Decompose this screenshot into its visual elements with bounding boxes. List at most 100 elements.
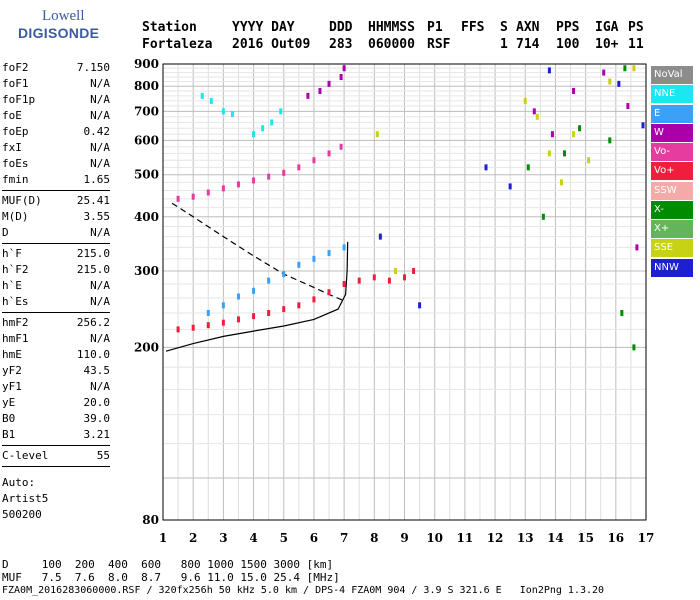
logo-line2: DIGISONDE [18, 25, 100, 41]
header-label-3: HHMMSS [368, 20, 415, 35]
echo-point [312, 296, 316, 303]
echo-point [318, 87, 322, 94]
legend-item: NNE [651, 85, 693, 104]
echo-point [327, 150, 331, 157]
param-row: MUF(D) 25.41 [2, 193, 110, 209]
y-tick-label: 500 [134, 168, 159, 182]
echo-point [641, 122, 645, 129]
param-name: hmF2 [2, 316, 29, 329]
echo-point [282, 169, 286, 176]
param-row: C-level 55 [2, 448, 110, 464]
echo-point [267, 310, 271, 317]
param-separator [2, 312, 110, 313]
param-value: N/A [90, 279, 110, 292]
echo-point [387, 277, 391, 284]
header-label-7: AXN [516, 20, 540, 35]
param-value: 1.65 [83, 173, 111, 186]
polarization-legend: NoVal NNE E W Vo- Vo+ SSW X- X+ SSE NNW [651, 66, 693, 278]
param-value: 110.0 [76, 348, 110, 361]
x-tick-label: 2 [189, 531, 197, 545]
y-tick-label: 900 [134, 57, 159, 71]
echo-point [535, 113, 539, 120]
param-value: 3.55 [83, 210, 111, 223]
param-row: M(D) 3.55 [2, 209, 110, 225]
echo-point [252, 177, 256, 184]
param-name: yE [2, 396, 16, 409]
param-value: 256.2 [76, 316, 110, 329]
trace-profile [171, 202, 345, 302]
legend-item: NoVal [651, 66, 693, 84]
echo-point [279, 108, 283, 115]
header-value-2: 283 [329, 37, 353, 52]
param-name: MUF(D) [2, 194, 42, 207]
header-value-0: Fortaleza [142, 37, 213, 52]
x-tick-label: 13 [517, 531, 534, 545]
param-name: B0 [2, 412, 16, 425]
param-value: 25.41 [76, 194, 110, 207]
echo-point [562, 150, 566, 157]
echo-point [206, 322, 210, 329]
echo-point [547, 67, 551, 74]
echo-point [282, 271, 286, 278]
echo-point [620, 310, 624, 317]
echo-point [297, 261, 301, 268]
param-value: 20.0 [83, 396, 111, 409]
autoscaling-line: 500200 [2, 508, 42, 521]
echo-point [327, 80, 331, 87]
echo-point [572, 131, 576, 138]
echo-point [626, 103, 630, 110]
param-name: C-level [2, 449, 49, 462]
echo-point [297, 302, 301, 309]
legend-item: Vo+ [651, 162, 693, 181]
header-label-9: IGA [595, 20, 619, 35]
x-tick-label: 15 [577, 531, 594, 545]
x-tick-label: 8 [370, 531, 378, 545]
x-tick-label: 7 [340, 531, 348, 545]
param-row: foEp 0.42 [2, 124, 110, 140]
echo-point [357, 277, 361, 284]
echo-point [297, 164, 301, 171]
echo-point [191, 193, 195, 200]
echo-point [206, 189, 210, 196]
param-separator [2, 243, 110, 244]
echo-point [236, 293, 240, 300]
echo-point [221, 108, 225, 115]
param-row: h`E N/A [2, 278, 110, 294]
header-value-9: 10+ [595, 37, 619, 52]
param-value: N/A [90, 109, 110, 122]
lowell-digisonde-logo: Lowell DIGISONDE [6, 8, 136, 48]
header-value-10: 11 [628, 37, 644, 52]
echo-point [342, 244, 346, 251]
echo-point [608, 78, 612, 85]
x-tick-label: 4 [249, 531, 257, 545]
x-tick-label: 5 [280, 531, 288, 545]
header-label-1: YYYY DAY [232, 20, 295, 35]
param-row: foE N/A [2, 108, 110, 124]
logo-line1: Lowell [42, 8, 85, 24]
legend-item: SSE [651, 239, 693, 258]
echo-point [306, 92, 310, 99]
echo-point [236, 316, 240, 323]
echo-point [267, 173, 271, 180]
param-name: hmF1 [2, 332, 29, 345]
param-name: B1 [2, 428, 16, 441]
param-name: h`F [2, 247, 22, 260]
footer-distance-row: D 100 200 400 600 800 1000 1500 3000 [km… [2, 558, 334, 571]
legend-item: X- [651, 200, 693, 219]
echo-point [412, 267, 416, 274]
echo-point [578, 125, 582, 132]
param-row: B1 3.21 [2, 427, 110, 443]
x-tick-label: 17 [638, 531, 655, 545]
echo-point [523, 97, 527, 104]
param-row: foF1 N/A [2, 76, 110, 92]
y-tick-label: 700 [134, 104, 159, 118]
param-separator [2, 190, 110, 191]
param-name: foEp [2, 125, 29, 138]
header-label-10: PS [628, 20, 644, 35]
header-label-4: P1 [427, 20, 443, 35]
echo-point [632, 65, 636, 72]
param-name: M(D) [2, 210, 29, 223]
param-row: hmF2 256.2 [2, 315, 110, 331]
param-value: N/A [90, 77, 110, 90]
